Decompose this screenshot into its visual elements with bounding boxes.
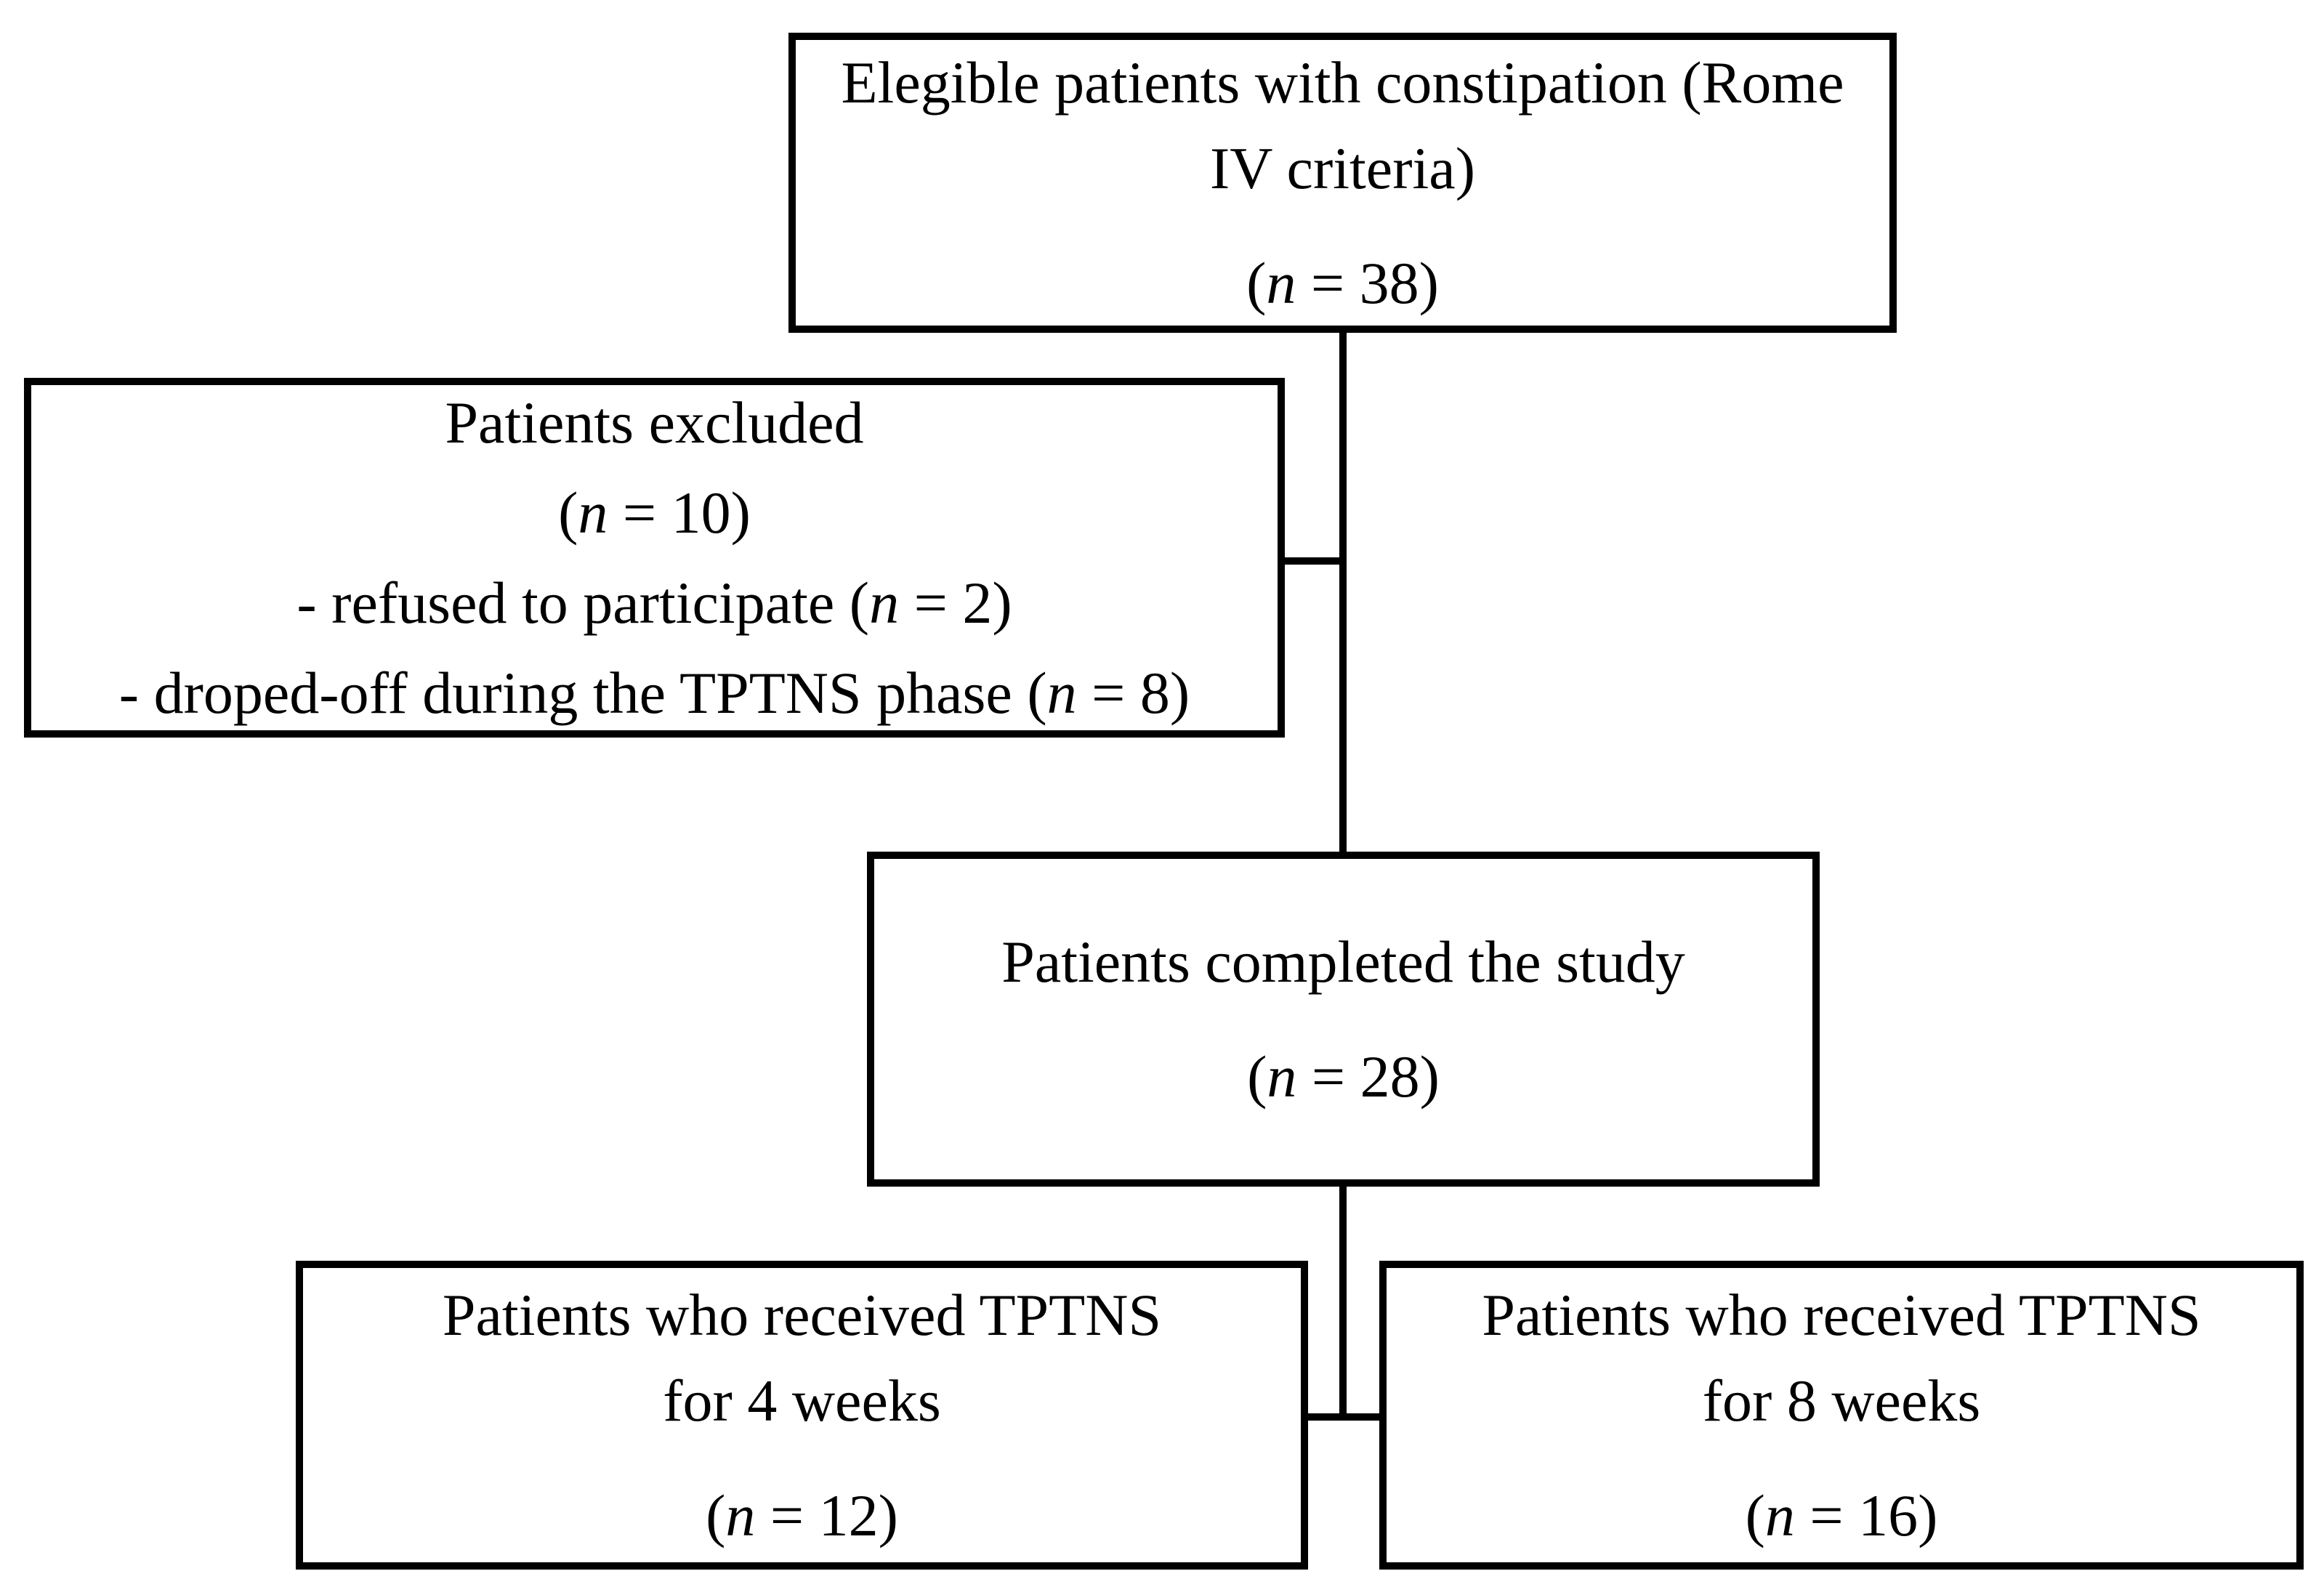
flow-box-tptns-4-weeks-text: Patients who received TPTNS for 4 weeks (n…	[442, 1281, 1162, 1548]
connector-split-to-arm-boxes	[1308, 1413, 1379, 1421]
connector-completed-to-split	[1339, 1187, 1347, 1421]
flow-box-patients-excluded: Patients excluded (n = 10) - refused to pa…	[24, 378, 1285, 738]
connector-to-excluded-box	[1285, 557, 1347, 565]
flow-box-tptns-8-weeks: Patients who received TPTNS for 8 weeks (n…	[1379, 1261, 2304, 1570]
flow-box-patients-completed-study-text: Patients completed the study (n = 28)	[1001, 928, 1685, 1110]
flow-box-patients-excluded-text: Patients excluded (n = 10) - refused to pa…	[118, 389, 1190, 726]
flow-box-eligible-patients: Elegible patients with constipation (Rom…	[788, 33, 1897, 333]
flow-box-eligible-patients-text: Elegible patients with constipation (Rom…	[841, 49, 1844, 316]
flow-box-patients-completed-study: Patients completed the study (n = 28)	[867, 852, 1820, 1187]
flow-box-tptns-8-weeks-text: Patients who received TPTNS for 8 weeks (n…	[1482, 1281, 2201, 1548]
connector-eligible-to-completed	[1339, 333, 1347, 852]
flow-box-tptns-4-weeks: Patients who received TPTNS for 4 weeks (n…	[296, 1261, 1308, 1570]
